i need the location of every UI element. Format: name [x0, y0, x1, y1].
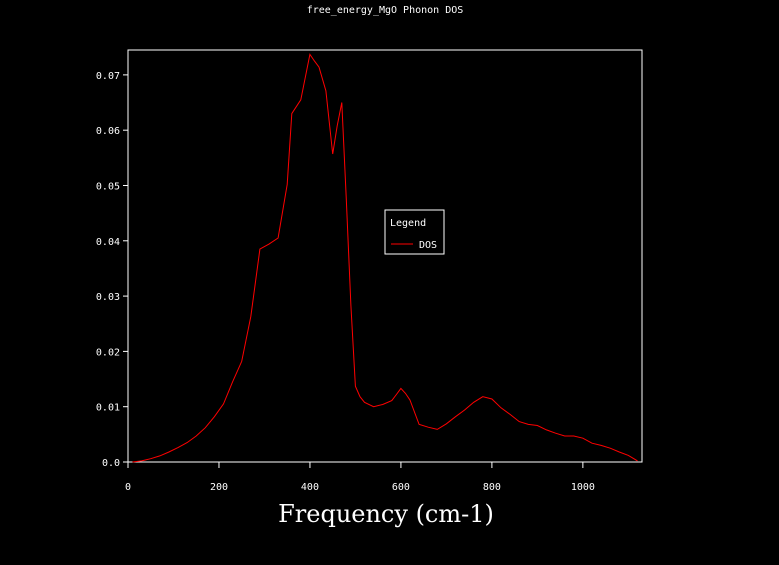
x-tick-label: 800 — [483, 482, 501, 493]
y-axis-ticks: 0.0 0.01 0.02 0.03 0.04 0.05 0.06 0.07 — [96, 71, 128, 469]
legend: Legend DOS — [384, 209, 445, 255]
x-tick-label: 600 — [392, 482, 410, 493]
y-tick-label: 0.0 — [102, 458, 120, 469]
x-tick-label: 1000 — [571, 482, 595, 493]
x-axis-ticks: 0 200 400 600 800 1000 — [125, 462, 595, 493]
x-tick-label: 0 — [125, 482, 131, 493]
y-tick-label: 0.01 — [96, 403, 120, 414]
legend-dos-label: DOS — [419, 240, 437, 251]
y-tick-label: 0.02 — [96, 347, 120, 358]
y-tick-label: 0.03 — [96, 292, 120, 303]
legend-title: Legend — [390, 218, 426, 229]
x-tick-label: 400 — [301, 482, 319, 493]
chart-title: free_energy_MgO Phonon DOS — [307, 5, 464, 16]
legend-box — [384, 209, 445, 255]
y-tick-label: 0.06 — [96, 126, 120, 137]
x-axis-label: Frequency (cm-1) — [278, 500, 494, 528]
y-tick-label: 0.07 — [96, 71, 120, 82]
y-tick-label: 0.04 — [96, 237, 120, 248]
y-tick-label: 0.05 — [96, 181, 120, 192]
dos-series-line — [132, 53, 638, 463]
plot-area-frame — [127, 49, 643, 463]
x-tick-label: 200 — [210, 482, 228, 493]
